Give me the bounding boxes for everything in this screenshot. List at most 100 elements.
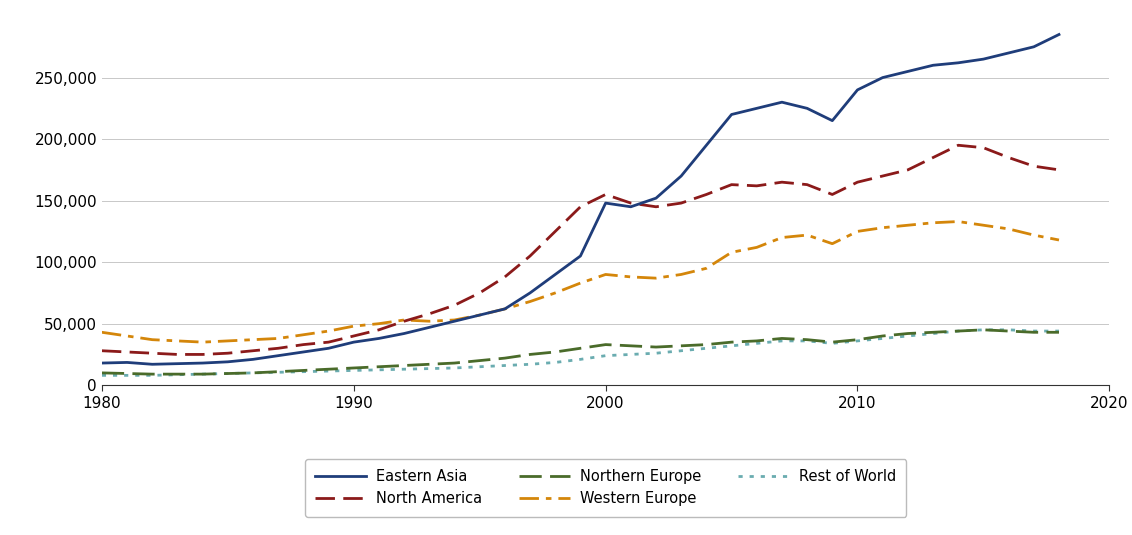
Western Europe	[901, 222, 915, 228]
Eastern Asia	[977, 56, 990, 63]
Western Europe	[977, 222, 990, 228]
Rest of World	[473, 364, 487, 370]
Western Europe	[775, 234, 789, 241]
Western Europe	[749, 244, 763, 250]
North America	[321, 339, 335, 346]
Northern Europe	[599, 341, 612, 348]
Western Europe	[700, 265, 713, 272]
North America	[171, 351, 185, 357]
North America	[372, 326, 386, 333]
North America	[850, 179, 864, 186]
Rest of World	[675, 348, 688, 354]
North America	[574, 204, 588, 210]
Western Europe	[1002, 226, 1015, 232]
Western Europe	[372, 320, 386, 327]
Rest of World	[649, 350, 662, 356]
Northern Europe	[548, 349, 561, 355]
Western Europe	[724, 249, 738, 256]
Rest of World	[346, 367, 360, 373]
Rest of World	[247, 370, 260, 376]
Northern Europe	[1052, 329, 1065, 335]
North America	[649, 204, 662, 210]
Eastern Asia	[473, 312, 487, 318]
Northern Europe	[473, 357, 487, 364]
Eastern Asia	[196, 360, 209, 366]
North America	[447, 302, 461, 308]
Eastern Asia	[951, 59, 964, 66]
Rest of World	[876, 335, 890, 342]
Eastern Asia	[825, 118, 839, 124]
North America	[498, 274, 512, 280]
Rest of World	[800, 338, 814, 344]
North America	[599, 192, 612, 198]
Eastern Asia	[926, 62, 940, 68]
Eastern Asia	[876, 74, 890, 81]
Legend: Eastern Asia, North America, Northern Europe, Western Europe, Rest of World: Eastern Asia, North America, Northern Eu…	[305, 459, 907, 517]
Northern Europe	[876, 333, 890, 339]
Line: Rest of World: Rest of World	[102, 330, 1058, 376]
Western Europe	[397, 317, 411, 323]
Northern Europe	[422, 361, 436, 368]
Line: Western Europe: Western Europe	[102, 221, 1058, 342]
Eastern Asia	[397, 330, 411, 337]
North America	[272, 345, 285, 351]
Northern Europe	[724, 339, 738, 346]
Eastern Asia	[498, 305, 512, 312]
Rest of World	[397, 366, 411, 372]
Western Europe	[447, 317, 461, 323]
Rest of World	[372, 366, 386, 373]
Western Europe	[825, 241, 839, 247]
Western Europe	[247, 337, 260, 343]
North America	[221, 350, 234, 356]
Eastern Asia	[724, 111, 738, 118]
Western Europe	[675, 271, 688, 278]
Western Europe	[272, 335, 285, 342]
North America	[749, 182, 763, 189]
Rest of World	[447, 365, 461, 371]
Northern Europe	[346, 365, 360, 371]
North America	[977, 144, 990, 151]
Western Europe	[523, 299, 537, 305]
Eastern Asia	[675, 173, 688, 179]
Rest of World	[523, 361, 537, 368]
Western Europe	[95, 329, 109, 335]
Rest of World	[775, 338, 789, 344]
Northern Europe	[297, 367, 310, 373]
Western Europe	[800, 232, 814, 238]
Rest of World	[422, 365, 436, 372]
Rest of World	[624, 351, 637, 357]
North America	[1052, 167, 1065, 173]
Eastern Asia	[1002, 50, 1015, 56]
North America	[422, 311, 436, 317]
North America	[876, 173, 890, 179]
Northern Europe	[977, 326, 990, 333]
Rest of World	[1052, 328, 1065, 334]
Northern Europe	[498, 355, 512, 361]
Northern Europe	[574, 345, 588, 351]
Eastern Asia	[247, 356, 260, 363]
Northern Europe	[120, 370, 134, 377]
North America	[397, 318, 411, 324]
Western Europe	[422, 318, 436, 324]
Eastern Asia	[297, 349, 310, 355]
Rest of World	[221, 370, 234, 377]
North America	[196, 351, 209, 357]
North America	[1002, 154, 1015, 160]
Rest of World	[1027, 328, 1040, 334]
Rest of World	[146, 372, 160, 379]
Rest of World	[599, 353, 612, 359]
Western Europe	[876, 225, 890, 231]
Rest of World	[321, 368, 335, 374]
North America	[800, 181, 814, 188]
Northern Europe	[146, 371, 160, 377]
Northern Europe	[397, 362, 411, 369]
Western Europe	[120, 333, 134, 339]
Western Europe	[624, 274, 637, 280]
North America	[951, 142, 964, 149]
Rest of World	[977, 326, 990, 333]
Northern Europe	[800, 337, 814, 343]
Western Europe	[649, 275, 662, 281]
Northern Europe	[825, 339, 839, 346]
Northern Europe	[775, 335, 789, 342]
Eastern Asia	[800, 105, 814, 112]
